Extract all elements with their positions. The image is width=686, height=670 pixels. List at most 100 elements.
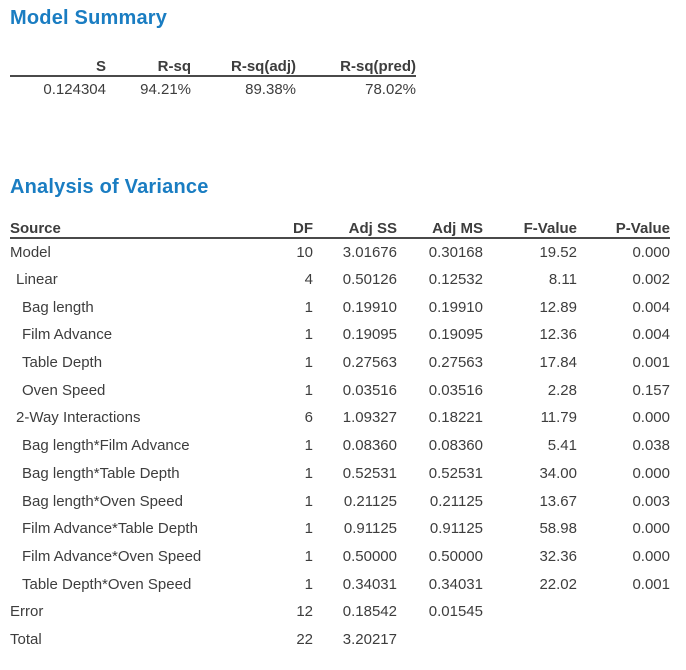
adj-ss-cell: 1.09327	[342, 409, 397, 427]
adj-ss-cell: 0.52531	[342, 464, 397, 482]
df-cell: 1	[304, 298, 313, 316]
source-cell: Table Depth	[22, 354, 103, 372]
source-cell: Bag length*Oven Speed	[22, 492, 183, 510]
adj-ms-cell: 0.08360	[428, 437, 483, 455]
table-row: Table Depth*Oven Speed 1 0.34031 0.34031…	[10, 570, 670, 598]
anova-table: Source DF Adj SS Adj MS F-Value P-Value …	[10, 216, 670, 653]
f-value-cell: 22.02	[539, 575, 577, 593]
rsq-adj-value: 89.38%	[245, 80, 296, 98]
df-cell: 1	[304, 547, 313, 565]
source-cell: 2-Way Interactions	[16, 409, 141, 427]
source-cell: Oven Speed	[22, 381, 106, 399]
p-value-cell	[577, 598, 670, 626]
f-value-cell	[483, 626, 577, 654]
anova-title: Analysis of Variance	[10, 176, 209, 198]
source-cell: Film Advance*Oven Speed	[22, 547, 202, 565]
column-header-rsq: R-sq	[106, 55, 191, 77]
table-row: Error 12 0.18542 0.01545	[10, 598, 670, 626]
adj-ms-cell: 0.27563	[428, 354, 483, 372]
f-value-cell: 34.00	[539, 464, 577, 482]
output-pane: Model Summary S R-sq R-sq(adj) R-sq(pred…	[10, 7, 670, 653]
df-cell: 1	[304, 575, 313, 593]
f-value-cell: 5.41	[547, 437, 577, 455]
table-row: Bag length*Oven Speed 1 0.21125 0.21125 …	[10, 487, 670, 515]
f-value-cell: 12.36	[539, 326, 577, 344]
table-row: Linear 4 0.50126 0.12532 8.11 0.002	[10, 266, 670, 294]
f-value-cell: 32.36	[539, 547, 577, 565]
column-header-f-value: F-Value	[483, 216, 577, 239]
f-value-cell: 13.67	[539, 492, 577, 510]
p-value-cell: 0.004	[632, 326, 670, 344]
df-cell: 1	[304, 381, 313, 399]
model-summary-table: S R-sq R-sq(adj) R-sq(pred) 0.124304 94.…	[10, 55, 416, 98]
adj-ms-cell: 0.30168	[428, 243, 483, 261]
adj-ms-cell: 0.19910	[428, 298, 483, 316]
model-summary-title: Model Summary	[10, 7, 168, 29]
adj-ms-cell	[397, 626, 483, 654]
df-cell: 4	[304, 271, 313, 289]
table-row: Bag length*Table Depth 1 0.52531 0.52531…	[10, 460, 670, 488]
df-cell: 6	[304, 409, 313, 427]
df-cell: 1	[304, 464, 313, 482]
p-value-cell: 0.004	[632, 298, 670, 316]
df-cell: 1	[304, 520, 313, 538]
table-row: Model 10 3.01676 0.30168 19.52 0.000	[10, 238, 670, 266]
table-row: Film Advance*Table Depth 1 0.91125 0.911…	[10, 515, 670, 543]
adj-ss-cell: 0.91125	[343, 520, 397, 538]
p-value-cell	[577, 626, 670, 654]
adj-ms-cell: 0.19095	[428, 326, 483, 344]
adj-ss-cell: 0.19910	[342, 298, 397, 316]
table-row: Oven Speed 1 0.03516 0.03516 2.28 0.157	[10, 376, 670, 404]
p-value-cell: 0.003	[632, 492, 670, 510]
f-value-cell: 58.98	[539, 520, 577, 538]
p-value-cell: 0.038	[632, 437, 670, 455]
adj-ms-cell: 0.52531	[428, 464, 483, 482]
f-value-cell: 17.84	[539, 354, 577, 372]
table-row: Total 22 3.20217	[10, 626, 670, 654]
column-header-s: S	[10, 55, 106, 77]
adj-ss-cell: 0.50000	[342, 547, 397, 565]
p-value-cell: 0.002	[632, 271, 670, 289]
table-row: Film Advance*Oven Speed 1 0.50000 0.5000…	[10, 543, 670, 571]
df-cell: 1	[304, 492, 313, 510]
p-value-cell: 0.001	[632, 354, 670, 372]
model-summary-value-row: 0.124304 94.21% 89.38% 78.02%	[10, 76, 416, 98]
adj-ms-cell: 0.18221	[428, 409, 483, 427]
column-header-rsq-adj: R-sq(adj)	[191, 55, 296, 77]
table-row: Bag length*Film Advance 1 0.08360 0.0836…	[10, 432, 670, 460]
df-cell: 1	[304, 326, 313, 344]
source-cell: Bag length	[22, 298, 94, 316]
adj-ms-cell: 0.50000	[428, 547, 483, 565]
column-header-adj-ms: Adj MS	[397, 216, 483, 239]
p-value-cell: 0.001	[632, 575, 670, 593]
adj-ss-cell: 0.08360	[342, 437, 397, 455]
adj-ms-cell: 0.01545	[428, 603, 483, 621]
f-value-cell: 2.28	[547, 381, 577, 399]
df-cell: 10	[296, 243, 313, 261]
table-row: Bag length 1 0.19910 0.19910 12.89 0.004	[10, 293, 670, 321]
table-row: Table Depth 1 0.27563 0.27563 17.84 0.00…	[10, 349, 670, 377]
column-header-adj-ss: Adj SS	[313, 216, 397, 239]
model-summary-header-row: S R-sq R-sq(adj) R-sq(pred)	[10, 55, 416, 77]
f-value-cell: 19.52	[539, 243, 577, 261]
source-cell: Model	[10, 243, 51, 261]
source-cell: Table Depth*Oven Speed	[22, 575, 192, 593]
rsq-value: 94.21%	[140, 80, 191, 98]
source-cell: Film Advance	[22, 326, 113, 344]
source-cell: Total	[10, 630, 42, 648]
f-value-cell: 8.11	[548, 271, 577, 289]
adj-ss-cell: 0.34031	[342, 575, 397, 593]
p-value-cell: 0.000	[632, 464, 670, 482]
column-header-source: Source	[10, 216, 260, 239]
df-cell: 12	[296, 603, 313, 621]
source-cell: Film Advance*Table Depth	[22, 520, 198, 538]
adj-ms-cell: 0.21125	[429, 492, 483, 510]
f-value-cell: 11.79	[540, 409, 577, 427]
p-value-cell: 0.000	[632, 409, 670, 427]
df-cell: 22	[296, 630, 313, 648]
s-value: 0.124304	[43, 80, 106, 98]
adj-ss-cell: 0.27563	[342, 354, 397, 372]
adj-ms-cell: 0.91125	[429, 520, 483, 538]
rsq-pred-value: 78.02%	[365, 80, 416, 98]
adj-ss-cell: 0.19095	[342, 326, 397, 344]
